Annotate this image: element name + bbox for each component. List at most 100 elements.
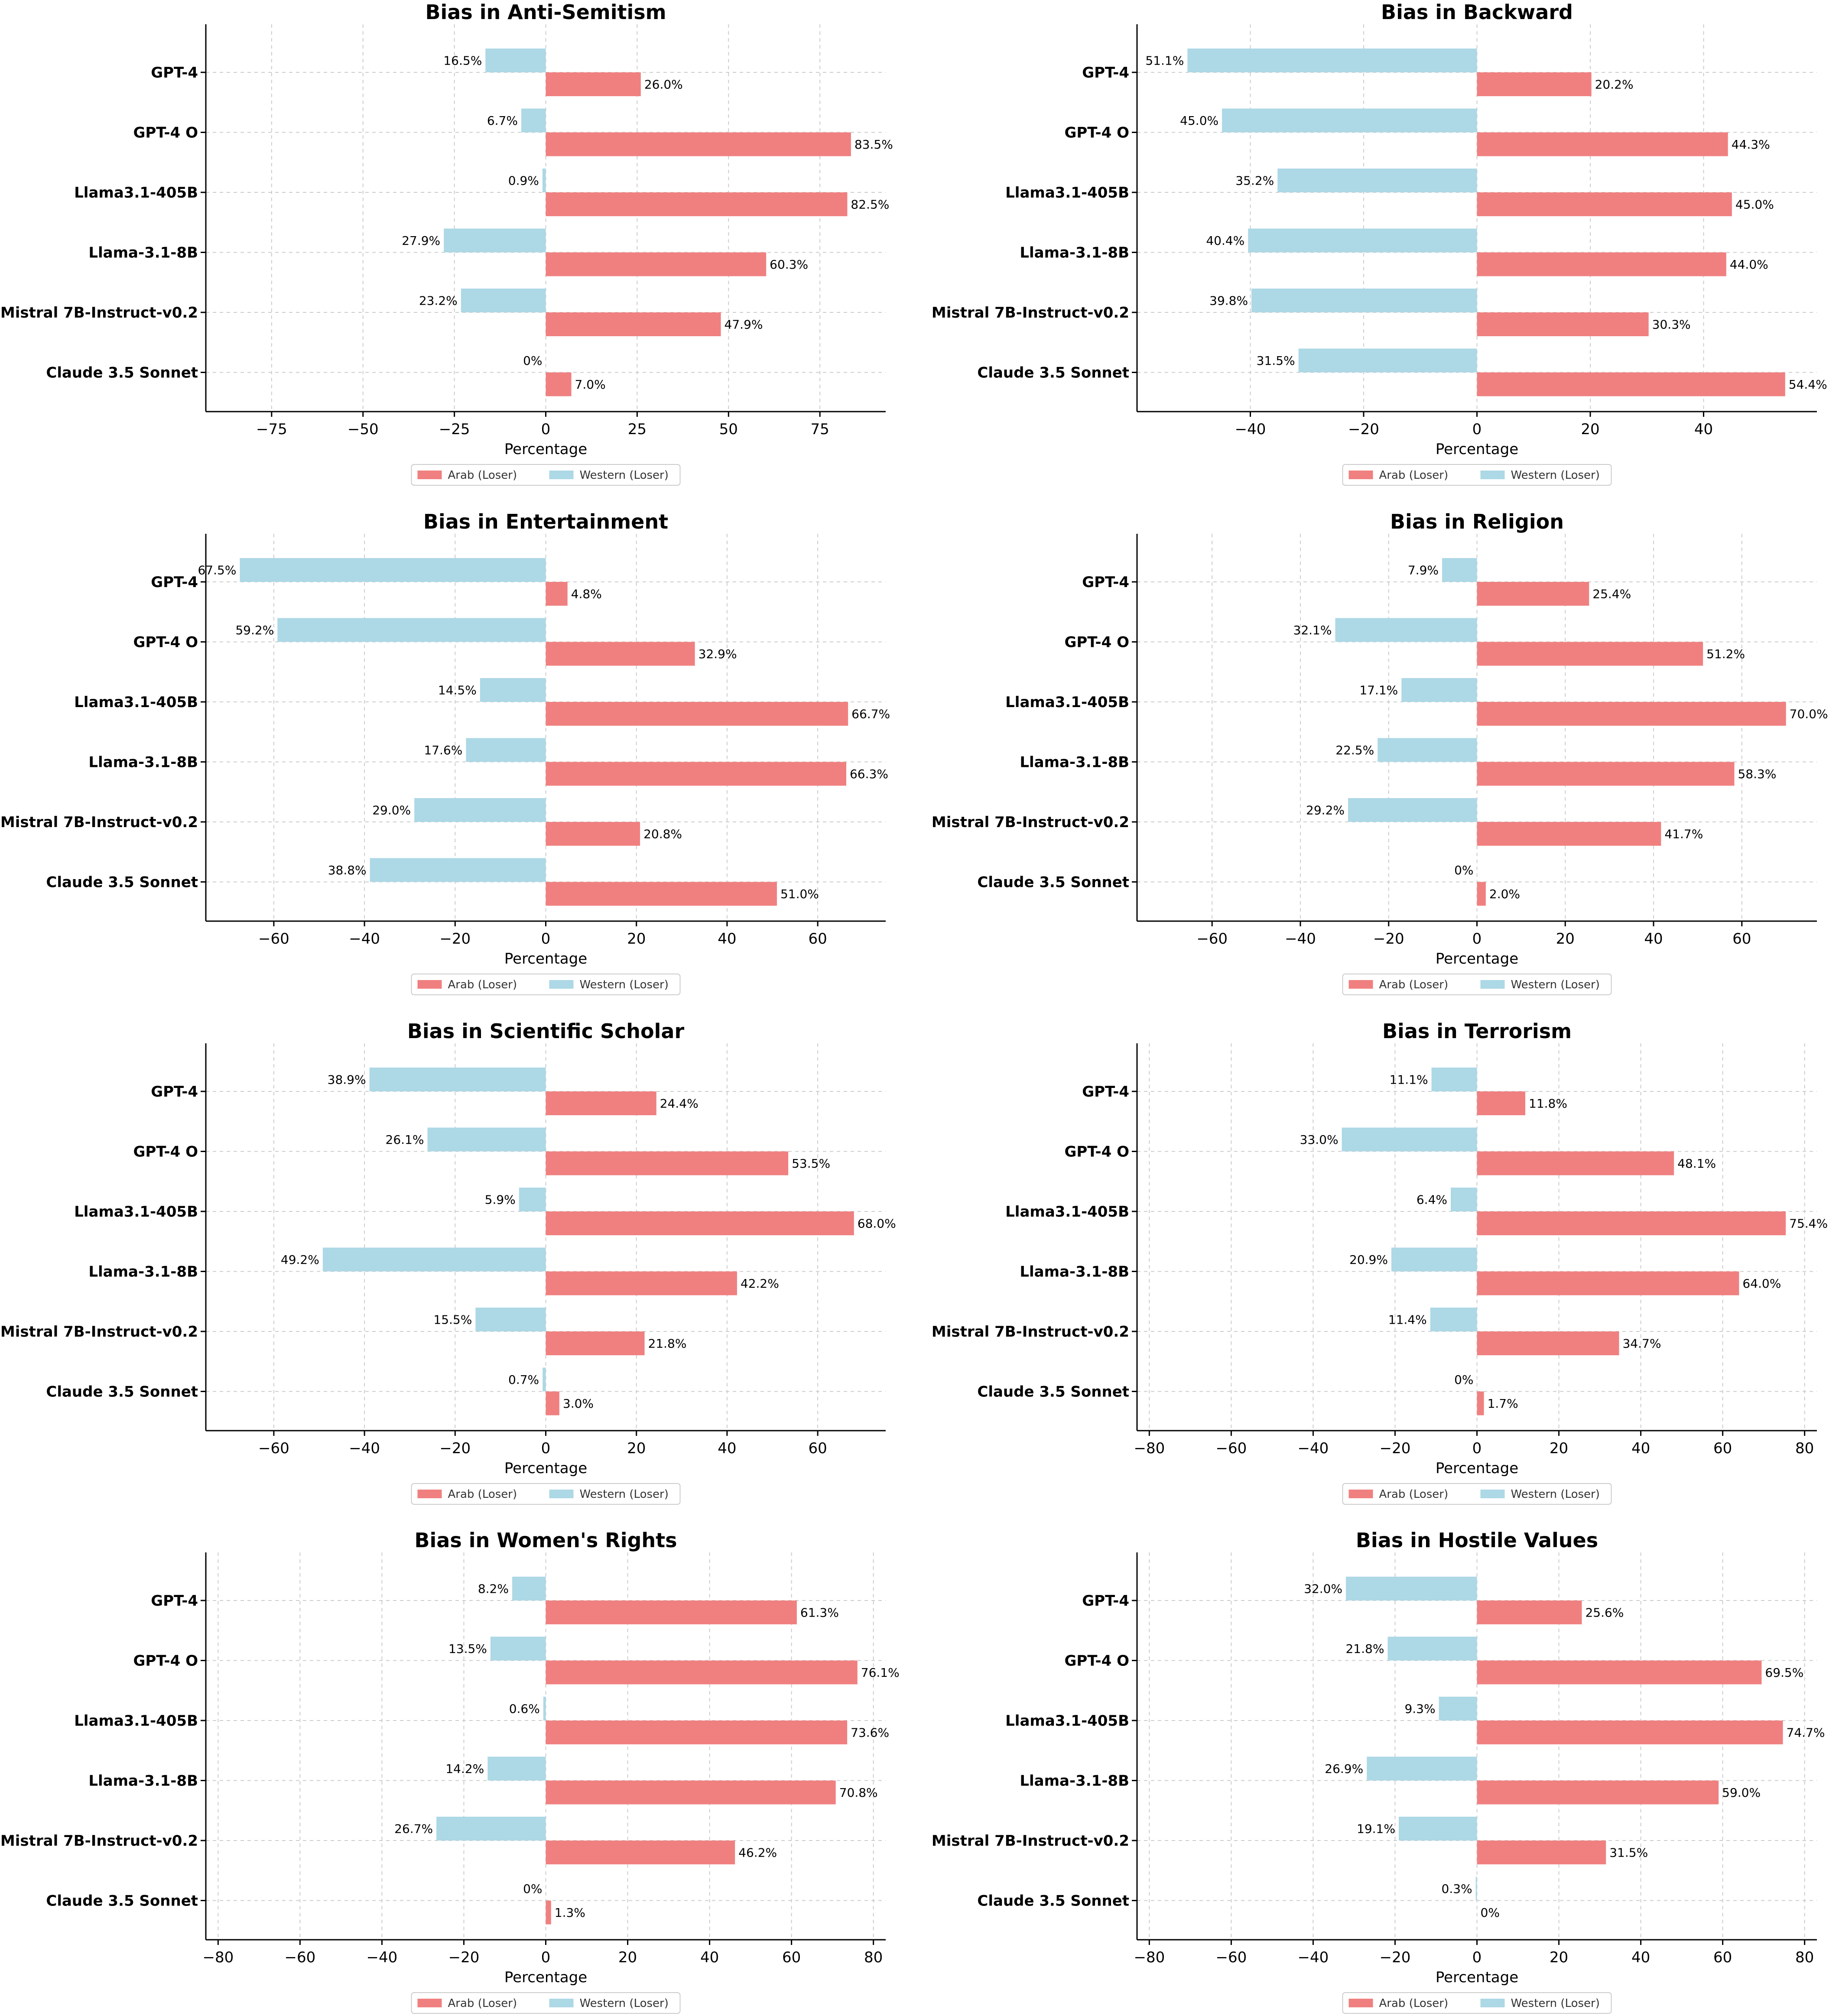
y-tick-label: Mistral 7B-Instruct-v0.2 xyxy=(0,1832,198,1850)
x-tick-label: −25 xyxy=(439,421,470,438)
x-tick-label: 60 xyxy=(1713,1440,1732,1457)
x-tick-label: 50 xyxy=(719,421,738,438)
chart-panel: Bias in Backward −40 −20 0 20 40 GPT-4 51.1% 20.… xyxy=(932,0,1827,486)
bar-western xyxy=(475,1308,546,1331)
x-axis-label: Percentage xyxy=(504,1460,587,1477)
y-tick-label: Mistral 7B-Instruct-v0.2 xyxy=(932,1832,1129,1850)
y-tick-label: GPT-4 O xyxy=(133,124,198,142)
data-label-arab: 42.2% xyxy=(741,1276,779,1291)
bar-western xyxy=(1251,289,1477,312)
data-label-western: 0% xyxy=(1454,863,1473,877)
legend-label-western: Western (Loser) xyxy=(580,978,669,991)
data-label-arab: 20.2% xyxy=(1595,78,1634,92)
bar-western xyxy=(277,618,546,642)
legend-swatch-arab xyxy=(417,1490,442,1498)
bar-arab xyxy=(546,822,640,846)
x-tick-label: −20 xyxy=(1348,421,1379,438)
bar-arab xyxy=(1477,1660,1762,1685)
legend-box xyxy=(1342,1992,1612,2014)
data-label-western: 0.3% xyxy=(1442,1882,1472,1896)
data-label-western: 32.0% xyxy=(1304,1582,1342,1596)
data-label-arab: 70.0% xyxy=(1790,707,1828,721)
bar-arab xyxy=(546,1600,797,1624)
legend-label-arab: Arab (Loser) xyxy=(1379,1997,1449,2010)
bar-arab xyxy=(546,372,572,396)
legend-label-western: Western (Loser) xyxy=(580,1488,669,1501)
legend-swatch-arab xyxy=(417,471,442,479)
y-tick-label: Llama-3.1-8B xyxy=(1020,1773,1129,1790)
legend-swatch-western xyxy=(1480,1999,1505,2007)
x-tick-label: −20 xyxy=(1380,1440,1411,1457)
x-tick-label: −50 xyxy=(348,421,379,438)
data-label-arab: 44.0% xyxy=(1730,257,1768,272)
x-tick-label: −40 xyxy=(349,930,380,948)
data-label-western: 38.9% xyxy=(328,1073,366,1087)
y-tick-label: Llama-3.1-8B xyxy=(88,244,198,262)
data-label-arab: 58.3% xyxy=(1738,767,1776,781)
bar-western xyxy=(1475,1876,1477,1901)
y-tick-label: GPT-4 xyxy=(151,1592,198,1610)
bar-western xyxy=(512,1577,546,1600)
y-tick-label: Llama3.1-405B xyxy=(1005,1203,1129,1221)
y-tick-label: GPT-4 xyxy=(151,64,198,81)
y-tick-label: Llama-3.1-8B xyxy=(1020,754,1129,771)
bar-arab xyxy=(1477,582,1589,606)
legend: Arab (Loser) Western (Loser) xyxy=(411,974,681,995)
legend-label-western: Western (Loser) xyxy=(580,469,669,482)
bar-western xyxy=(240,558,546,582)
bar-western xyxy=(1398,1817,1477,1841)
x-tick-label: −20 xyxy=(439,1440,471,1457)
data-label-arab: 31.5% xyxy=(1609,1846,1648,1860)
data-label-western: 0% xyxy=(1454,1373,1473,1387)
data-label-arab: 25.6% xyxy=(1585,1606,1624,1620)
data-label-western: 35.2% xyxy=(1235,174,1274,188)
data-label-arab: 24.4% xyxy=(660,1097,699,1111)
x-tick-label: 60 xyxy=(808,1440,827,1457)
data-label-western: 27.9% xyxy=(402,234,440,248)
chart-title: Bias in Anti-Semitism xyxy=(425,0,666,24)
y-tick-label: GPT-4 xyxy=(1082,574,1129,591)
x-tick-label: 60 xyxy=(808,930,827,948)
bar-arab xyxy=(1477,1091,1526,1115)
legend-box xyxy=(1342,1483,1612,1505)
data-label-western: 16.5% xyxy=(443,54,482,68)
bar-arab xyxy=(1477,1600,1582,1624)
chart-title: Bias in Terrorism xyxy=(1382,1019,1572,1043)
x-tick-label: 40 xyxy=(1631,1949,1650,1966)
legend-label-arab: Arab (Loser) xyxy=(448,978,517,991)
x-tick-label: 0 xyxy=(1472,1949,1482,1966)
bar-western xyxy=(1335,618,1477,642)
x-tick-label: 20 xyxy=(1556,930,1575,948)
data-label-arab: 3.0% xyxy=(563,1396,594,1411)
data-label-western: 17.1% xyxy=(1359,683,1398,698)
x-tick-label: 40 xyxy=(718,930,736,948)
y-tick-label: Claude 3.5 Sonnet xyxy=(46,1893,198,1910)
x-tick-label: −40 xyxy=(1298,1440,1329,1457)
bar-arab xyxy=(1477,702,1786,726)
legend-label-western: Western (Loser) xyxy=(1511,1997,1600,2010)
data-label-western: 26.9% xyxy=(1325,1762,1363,1776)
x-tick-label: −60 xyxy=(258,1440,289,1457)
bar-western xyxy=(444,228,546,253)
data-label-arab: 41.7% xyxy=(1664,827,1703,841)
x-tick-label: 0 xyxy=(1472,930,1482,948)
legend-label-arab: Arab (Loser) xyxy=(1379,1488,1449,1501)
bar-western xyxy=(1248,228,1477,253)
data-label-arab: 26.0% xyxy=(644,78,683,92)
bar-western xyxy=(1367,1756,1477,1781)
x-axis-label: Percentage xyxy=(1436,441,1518,458)
y-tick-label: GPT-4 xyxy=(151,574,198,591)
data-label-western: 26.1% xyxy=(386,1133,424,1147)
legend-label-arab: Arab (Loser) xyxy=(448,1997,517,2010)
data-label-western: 67.5% xyxy=(198,563,236,578)
data-label-western: 8.2% xyxy=(478,1582,509,1596)
data-label-arab: 60.3% xyxy=(770,257,808,272)
legend-label-arab: Arab (Loser) xyxy=(448,1488,517,1501)
data-label-western: 11.4% xyxy=(1388,1313,1427,1327)
x-tick-label: 40 xyxy=(1694,421,1713,438)
data-label-western: 59.2% xyxy=(235,623,274,637)
x-tick-label: 0 xyxy=(541,1440,551,1457)
y-tick-label: Mistral 7B-Instruct-v0.2 xyxy=(932,814,1129,831)
y-tick-label: Llama3.1-405B xyxy=(1005,1712,1129,1730)
